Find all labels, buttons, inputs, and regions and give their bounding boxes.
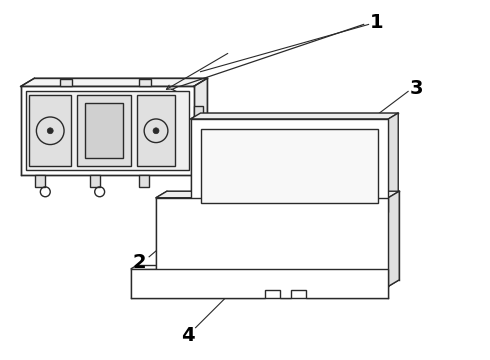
Polygon shape <box>35 175 45 187</box>
Polygon shape <box>389 113 398 212</box>
Polygon shape <box>156 191 399 198</box>
Text: 2: 2 <box>132 253 146 272</box>
Polygon shape <box>29 95 71 166</box>
Polygon shape <box>90 175 99 187</box>
Polygon shape <box>21 86 194 175</box>
Polygon shape <box>139 78 151 86</box>
Polygon shape <box>131 269 389 298</box>
Polygon shape <box>21 78 207 86</box>
Polygon shape <box>156 198 389 286</box>
Polygon shape <box>60 78 72 86</box>
Text: 3: 3 <box>409 79 423 98</box>
Polygon shape <box>194 78 207 175</box>
Text: 4: 4 <box>181 326 195 345</box>
Polygon shape <box>194 106 203 121</box>
Polygon shape <box>85 103 123 158</box>
Circle shape <box>47 128 53 134</box>
Polygon shape <box>137 95 175 166</box>
Polygon shape <box>77 95 131 166</box>
Circle shape <box>153 128 159 134</box>
Polygon shape <box>194 141 203 156</box>
Polygon shape <box>191 119 389 212</box>
Polygon shape <box>25 91 189 170</box>
Polygon shape <box>200 129 378 203</box>
Text: 1: 1 <box>369 13 383 32</box>
Polygon shape <box>139 175 149 187</box>
Polygon shape <box>389 191 399 286</box>
Polygon shape <box>191 113 398 119</box>
